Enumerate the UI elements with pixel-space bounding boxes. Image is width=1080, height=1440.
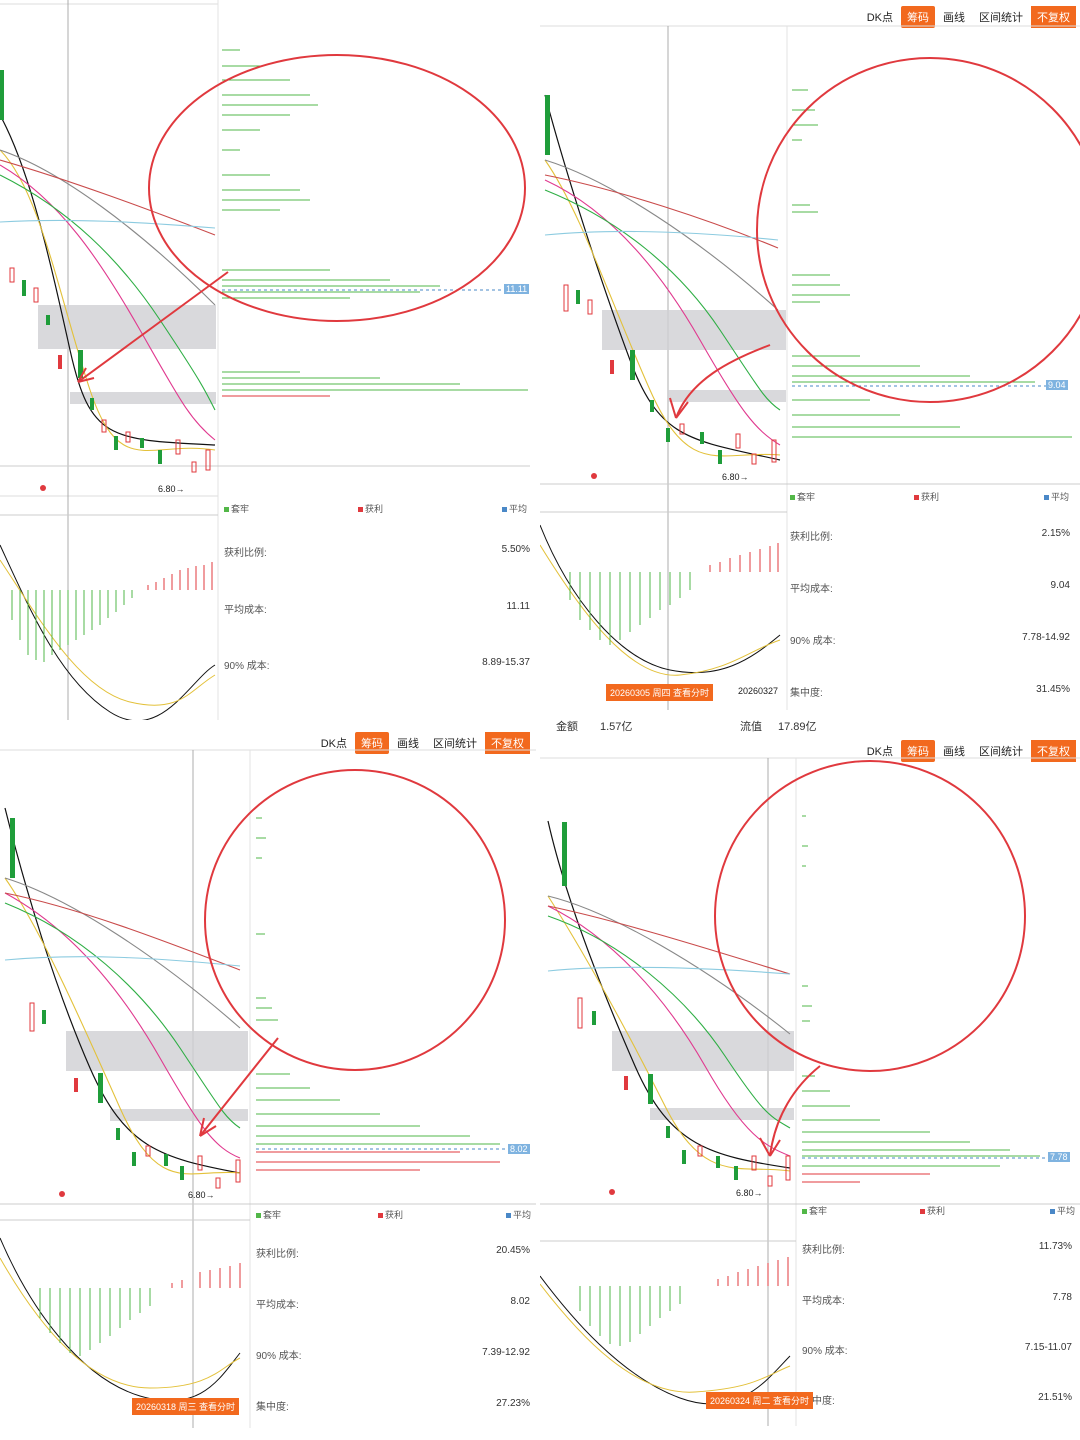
- draw-line-button[interactable]: 画线: [943, 746, 965, 758]
- range-stats-button[interactable]: 区间统计: [433, 738, 477, 750]
- concentration-label: 集中度:: [802, 1396, 835, 1407]
- concentration-label: 集中度:: [256, 1402, 289, 1413]
- amount-value: 1.57亿: [600, 721, 633, 733]
- annotation-circle: [204, 769, 506, 1071]
- concentration-value: 21.51%: [1038, 1392, 1072, 1403]
- low-price-label: 6.80→: [722, 472, 749, 482]
- float-value: 17.89亿: [778, 721, 817, 733]
- cost90-label: 90% 成本:: [224, 661, 270, 672]
- legend-trapped: 套牢: [256, 1208, 281, 1221]
- draw-line-button[interactable]: 画线: [397, 738, 419, 750]
- avg-cost-label: 平均成本:: [790, 584, 833, 595]
- chip-distribution: [792, 89, 1072, 438]
- date-tag[interactable]: 20260305 周四 查看分时: [606, 684, 714, 701]
- legend-trapped: 套牢: [790, 490, 815, 503]
- toolbar: DK点 筹码 画线 区间统计 不复权: [859, 740, 1076, 762]
- concentration-value: 31.45%: [1036, 684, 1070, 695]
- toolbar: DK点 筹码 画线 区间统计 不复权: [859, 6, 1076, 28]
- chip-distribution: [802, 815, 1050, 1183]
- kline-area[interactable]: [540, 736, 1080, 1440]
- chip-distribution: [222, 49, 528, 397]
- legend-profit: 获利: [914, 490, 939, 503]
- range-stats-button[interactable]: 区间统计: [979, 746, 1023, 758]
- profit-ratio-value: 2.15%: [1041, 528, 1070, 539]
- avg-cost-label: 平均成本:: [256, 1300, 299, 1311]
- cost90-value: 7.15-11.07: [1024, 1342, 1072, 1353]
- chip-distribution: [256, 817, 508, 1171]
- annotation-circle: [714, 760, 1026, 1072]
- macd-area: [0, 1237, 241, 1402]
- no-adjust-button[interactable]: 不复权: [485, 732, 530, 754]
- toolbar: DK点 筹码 画线 区间统计 不复权: [313, 732, 530, 754]
- profit-ratio-label: 获利比例:: [224, 548, 267, 559]
- avg-cost-price-tag: 9.04: [1046, 380, 1068, 390]
- profit-ratio-label: 获利比例:: [802, 1245, 845, 1256]
- kline-area[interactable]: [0, 0, 530, 720]
- cost90-label: 90% 成本:: [256, 1351, 302, 1362]
- legend-profit: 获利: [920, 1204, 945, 1217]
- dk-point-button[interactable]: DK点: [320, 738, 347, 750]
- cost90-label: 90% 成本:: [790, 636, 836, 647]
- kline-area[interactable]: [0, 728, 536, 1440]
- cost90-value: 8.89-15.37: [482, 657, 530, 668]
- profit-ratio-value: 20.45%: [496, 1245, 530, 1256]
- range-stats-button[interactable]: 区间统计: [979, 12, 1023, 24]
- amount-label: 金额: [556, 721, 578, 733]
- chart-panel-4: DK点 筹码 画线 区间统计 不复权: [540, 736, 1080, 1440]
- legend-trapped: 套牢: [224, 502, 249, 515]
- low-price-label: 6.80→: [736, 1188, 763, 1198]
- avg-cost-price-tag: 8.02: [508, 1144, 530, 1154]
- cost90-value: 7.39-12.92: [482, 1347, 530, 1358]
- macd-area: [540, 524, 781, 676]
- low-price-label: 6.80→: [188, 1190, 215, 1200]
- avg-cost-value: 11.11: [506, 601, 530, 612]
- cost90-value: 7.78-14.92: [1022, 632, 1070, 643]
- legend-profit: 获利: [378, 1208, 403, 1221]
- date-tag[interactable]: 20260324 周二 查看分时: [706, 1392, 814, 1409]
- profit-ratio-value: 11.73%: [1038, 1241, 1072, 1252]
- chart-panel-1: 11.11 6.80→ 套牢 获利 平均 获利比例: 5.50% 平均成本: 1…: [0, 0, 530, 720]
- dk-point-button[interactable]: DK点: [866, 12, 893, 24]
- annotation-circle: [756, 57, 1080, 403]
- cost90-label: 90% 成本:: [802, 1346, 848, 1357]
- draw-line-button[interactable]: 画线: [943, 12, 965, 24]
- avg-cost-price-tag: 7.78: [1048, 1152, 1070, 1162]
- avg-cost-value: 7.78: [1052, 1292, 1072, 1303]
- legend-avg: 平均: [502, 502, 527, 515]
- avg-cost-label: 平均成本:: [802, 1296, 845, 1307]
- no-adjust-button[interactable]: 不复权: [1031, 740, 1076, 762]
- avg-cost-label: 平均成本:: [224, 605, 267, 616]
- legend-avg: 平均: [1044, 490, 1069, 503]
- chart-panel-2: DK点 筹码 画线 区间统计 不复权: [540, 0, 1080, 740]
- annotation-circle: [148, 54, 526, 322]
- avg-cost-price-tag: 11.11: [504, 284, 530, 294]
- concentration-value: 27.23%: [496, 1398, 530, 1409]
- date-tag[interactable]: 20260318 周三 查看分时: [132, 1398, 240, 1415]
- avg-cost-value: 8.02: [510, 1296, 530, 1307]
- chart-panel-3: DK点 筹码 画线 区间统计 不复权: [0, 728, 536, 1440]
- macd-area: [540, 1257, 791, 1405]
- concentration-label: 集中度:: [790, 688, 823, 699]
- legend-profit: 获利: [358, 502, 383, 515]
- no-adjust-button[interactable]: 不复权: [1031, 6, 1076, 28]
- profit-ratio-value: 5.50%: [501, 544, 530, 555]
- float-label: 流值: [740, 721, 762, 733]
- kline-area[interactable]: [540, 0, 1080, 740]
- low-price-label: 6.80→: [158, 484, 185, 494]
- profit-ratio-label: 获利比例:: [790, 532, 833, 543]
- dk-point-button[interactable]: DK点: [866, 746, 893, 758]
- chips-button[interactable]: 筹码: [355, 732, 389, 754]
- profit-ratio-label: 获利比例:: [256, 1249, 299, 1260]
- legend-trapped: 套牢: [802, 1204, 827, 1217]
- macd-area: [0, 544, 216, 720]
- end-date-label: 20260327: [738, 686, 779, 696]
- chips-button[interactable]: 筹码: [901, 6, 935, 28]
- legend-avg: 平均: [1050, 1204, 1075, 1217]
- chips-button[interactable]: 筹码: [901, 740, 935, 762]
- avg-cost-value: 9.04: [1050, 580, 1070, 591]
- legend-avg: 平均: [506, 1208, 531, 1221]
